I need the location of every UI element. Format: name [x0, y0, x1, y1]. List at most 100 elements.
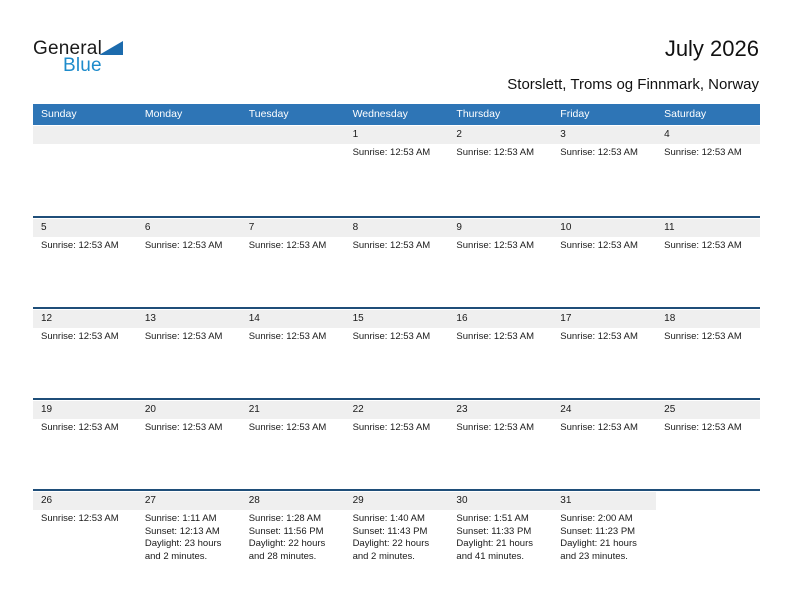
weekday-header-row: Sunday Monday Tuesday Wednesday Thursday Frid…	[33, 104, 760, 125]
sun-info-line: Sunrise: 1:11 AM	[144, 513, 217, 524]
sun-info-line: Sunrise: 12:53 AM	[456, 422, 535, 433]
week-row-5: 26 Sunrise: 12:53 AM 27 Sunrise: 1:11 AM Sun…	[33, 489, 760, 580]
day-sun-info: Sunrise: 12:53 AM	[448, 237, 552, 253]
day-sun-info: Sunrise: 12:53 AM	[345, 419, 449, 435]
sun-info-line: Daylight: 21 hours and 23 minutes.	[560, 538, 637, 562]
sun-info-line: Sunrise: 12:53 AM	[352, 147, 431, 158]
day-sun-info: Sunrise: 12:53 AM	[33, 510, 137, 526]
day-sun-info: Sunrise: 12:53 AM	[345, 144, 449, 160]
sun-info-line: Sunrise: 12:53 AM	[352, 422, 431, 433]
sun-info-line: Sunset: 11:23 PM	[560, 525, 636, 537]
day-cell-5: 5 Sunrise: 12:53 AM	[33, 218, 137, 307]
day-sun-info	[241, 144, 345, 147]
sun-info-line: Daylight: 21 hours and 41 minutes.	[456, 538, 533, 562]
day-number: 23	[448, 401, 553, 419]
week-row-4: 19 Sunrise: 12:53 AM 20 Sunrise: 12:53 AM 21…	[33, 398, 760, 489]
day-number: 1	[344, 126, 449, 144]
day-sun-info: Sunrise: 12:53 AM	[448, 328, 552, 344]
sun-info-line: Sunrise: 1:28 AM	[248, 513, 322, 524]
day-number: 8	[344, 219, 449, 237]
day-number: 7	[240, 219, 345, 237]
day-number: 31	[552, 492, 657, 510]
day-sun-info: Sunrise: 12:53 AM	[656, 237, 760, 253]
day-cell-14: 14 Sunrise: 12:53 AM	[240, 309, 345, 398]
day-cell-22: 22 Sunrise: 12:53 AM	[344, 400, 449, 489]
day-number: 21	[240, 401, 345, 419]
day-sun-info: Sunrise: 1:28 AM Sunset: 11:56 PM Daylight…	[241, 510, 345, 563]
day-number: 17	[552, 310, 657, 328]
day-sun-info: Sunrise: 12:53 AM	[137, 328, 241, 344]
sun-info-line: Sunrise: 12:53 AM	[248, 422, 327, 433]
day-cell-29: 29 Sunrise: 1:40 AM Sunset: 11:43 PM Daylig…	[344, 491, 449, 580]
calendar-table: Sunday Monday Tuesday Wednesday Thursday Frid…	[33, 104, 760, 580]
day-sun-info: Sunrise: 12:53 AM	[33, 419, 137, 435]
sun-info-line: Sunrise: 1:51 AM	[456, 513, 529, 524]
day-sun-info: Sunrise: 12:53 AM	[33, 328, 137, 344]
day-cell-8: 8 Sunrise: 12:53 AM	[344, 218, 449, 307]
week-row-2: 5 Sunrise: 12:53 AM 6 Sunrise: 12:53 AM 7 Sun…	[33, 216, 760, 307]
sun-info-line: Sunrise: 12:53 AM	[456, 240, 535, 251]
day-cell-1: 1 Sunrise: 12:53 AM	[344, 125, 449, 216]
sun-info-line: Daylight: 23 hours and 2 minutes.	[144, 538, 222, 562]
calendar-weeks: 1 Sunrise: 12:53 AM 2 Sunrise: 12:53 AM 3 Sun…	[33, 125, 760, 580]
day-number: 2	[448, 126, 553, 144]
day-number: 4	[656, 126, 760, 144]
weekday-header-monday: Monday	[144, 108, 183, 120]
sun-info-line: Sunrise: 1:40 AM	[352, 513, 425, 524]
sun-info-line: Sunrise: 12:53 AM	[664, 147, 742, 158]
day-number: 30	[448, 492, 553, 510]
day-cell-9: 9 Sunrise: 12:53 AM	[448, 218, 553, 307]
sun-info-line: Sunset: 11:56 PM	[248, 525, 324, 537]
weekday-header-sunday: Sunday	[41, 108, 77, 120]
day-cell-21: 21 Sunrise: 12:53 AM	[240, 400, 345, 489]
day-cell-19: 19 Sunrise: 12:53 AM	[33, 400, 137, 489]
day-cell-empty	[33, 125, 137, 216]
day-number: 10	[552, 219, 657, 237]
day-sun-info: Sunrise: 12:53 AM	[448, 419, 552, 435]
sun-info-line: Sunrise: 12:53 AM	[41, 513, 119, 524]
day-number	[656, 492, 760, 510]
day-cell-12: 12 Sunrise: 12:53 AM	[33, 309, 137, 398]
page-title: July 2026	[664, 36, 759, 61]
day-sun-info	[137, 144, 241, 147]
day-cell-16: 16 Sunrise: 12:53 AM	[448, 309, 553, 398]
day-number: 3	[552, 126, 657, 144]
sun-info-line: Sunrise: 12:53 AM	[664, 331, 742, 342]
sun-info-line: Sunrise: 12:53 AM	[560, 331, 638, 342]
weekday-header-friday: Friday	[560, 108, 590, 120]
sun-info-line: Sunrise: 12:53 AM	[248, 331, 327, 342]
day-number: 14	[240, 310, 345, 328]
day-number: 25	[656, 401, 760, 419]
sun-info-line: Sunrise: 12:53 AM	[248, 240, 327, 251]
sun-info-line: Sunrise: 12:53 AM	[41, 331, 119, 342]
logo-triangle-icon	[99, 41, 123, 55]
day-number: 19	[33, 401, 137, 419]
weekday-header-wednesday: Wednesday	[352, 108, 408, 120]
day-cell-30: 30 Sunrise: 1:51 AM Sunset: 11:33 PM Daylig…	[448, 491, 553, 580]
sun-info-line: Sunset: 11:33 PM	[456, 525, 532, 537]
day-cell-empty	[656, 491, 760, 580]
sun-info-line: Sunrise: 12:53 AM	[352, 240, 431, 251]
day-sun-info	[33, 144, 137, 147]
weekday-header-tuesday: Tuesday	[248, 108, 289, 120]
day-number: 5	[33, 219, 137, 237]
day-cell-17: 17 Sunrise: 12:53 AM	[552, 309, 657, 398]
day-cell-23: 23 Sunrise: 12:53 AM	[448, 400, 553, 489]
day-sun-info: Sunrise: 1:51 AM Sunset: 11:33 PM Daylight…	[448, 510, 552, 563]
sun-info-line: Sunrise: 12:53 AM	[560, 240, 638, 251]
sun-info-line: Sunrise: 12:53 AM	[144, 331, 223, 342]
day-sun-info: Sunrise: 12:53 AM	[552, 328, 656, 344]
sun-info-line: Sunrise: 12:53 AM	[144, 240, 223, 251]
day-sun-info	[656, 510, 760, 513]
day-number: 20	[136, 401, 241, 419]
day-sun-info: Sunrise: 12:53 AM	[137, 237, 241, 253]
day-cell-13: 13 Sunrise: 12:53 AM	[136, 309, 241, 398]
day-number: 13	[136, 310, 241, 328]
day-sun-info: Sunrise: 12:53 AM	[656, 328, 760, 344]
sun-info-line: Sunrise: 12:53 AM	[456, 331, 535, 342]
day-cell-26: 26 Sunrise: 12:53 AM	[33, 491, 137, 580]
week-row-3: 12 Sunrise: 12:53 AM 13 Sunrise: 12:53 AM 14…	[33, 307, 760, 398]
day-number	[136, 126, 241, 144]
day-cell-3: 3 Sunrise: 12:53 AM	[552, 125, 657, 216]
day-sun-info: Sunrise: 1:11 AM Sunset: 12:13 AM Daylight…	[137, 510, 241, 563]
